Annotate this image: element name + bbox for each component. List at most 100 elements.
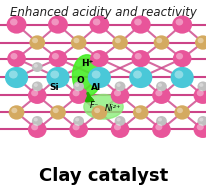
- Ellipse shape: [83, 94, 123, 119]
- Circle shape: [34, 64, 38, 68]
- Circle shape: [7, 50, 26, 67]
- Circle shape: [93, 53, 100, 60]
- Circle shape: [10, 19, 18, 26]
- Circle shape: [114, 116, 125, 126]
- Circle shape: [73, 116, 84, 126]
- Circle shape: [132, 105, 148, 120]
- Circle shape: [174, 70, 183, 79]
- Circle shape: [116, 83, 120, 87]
- Text: H⁺: H⁺: [80, 59, 93, 68]
- Circle shape: [176, 108, 182, 113]
- Text: O: O: [76, 76, 84, 85]
- Text: Ni²⁺: Ni²⁺: [104, 104, 121, 113]
- Circle shape: [28, 121, 46, 138]
- Circle shape: [113, 124, 120, 130]
- Circle shape: [170, 67, 193, 88]
- Circle shape: [32, 81, 42, 91]
- Circle shape: [116, 118, 120, 122]
- Circle shape: [110, 121, 129, 138]
- Circle shape: [51, 19, 59, 26]
- Circle shape: [32, 116, 42, 126]
- Circle shape: [91, 70, 100, 79]
- Circle shape: [69, 87, 88, 104]
- Circle shape: [92, 19, 100, 26]
- Circle shape: [114, 81, 125, 91]
- Circle shape: [172, 50, 191, 67]
- Circle shape: [34, 118, 38, 122]
- Circle shape: [132, 70, 141, 79]
- Circle shape: [48, 50, 67, 67]
- Circle shape: [50, 105, 66, 120]
- Circle shape: [133, 19, 141, 26]
- Circle shape: [153, 35, 169, 50]
- Circle shape: [196, 90, 203, 96]
- Circle shape: [194, 35, 206, 50]
- Text: Si: Si: [49, 83, 58, 92]
- Circle shape: [175, 19, 182, 26]
- Circle shape: [7, 15, 26, 34]
- Circle shape: [151, 121, 170, 138]
- Circle shape: [157, 83, 161, 87]
- Circle shape: [198, 83, 202, 87]
- Circle shape: [155, 81, 166, 91]
- Circle shape: [69, 121, 88, 138]
- Circle shape: [193, 121, 206, 138]
- Circle shape: [114, 38, 120, 43]
- Circle shape: [52, 53, 59, 60]
- Circle shape: [173, 105, 189, 120]
- Circle shape: [113, 90, 120, 96]
- Text: F⁻: F⁻: [89, 101, 98, 110]
- Circle shape: [32, 62, 42, 72]
- Circle shape: [53, 108, 59, 113]
- Circle shape: [48, 15, 68, 34]
- Circle shape: [197, 81, 206, 91]
- Circle shape: [73, 38, 79, 43]
- Circle shape: [155, 116, 166, 126]
- Ellipse shape: [72, 55, 101, 96]
- Circle shape: [46, 67, 69, 88]
- Circle shape: [31, 124, 38, 130]
- Circle shape: [34, 83, 38, 87]
- Circle shape: [73, 81, 84, 91]
- Circle shape: [171, 15, 191, 34]
- Circle shape: [11, 108, 17, 113]
- Circle shape: [75, 83, 79, 87]
- Text: Al: Al: [91, 83, 101, 92]
- Circle shape: [154, 124, 162, 130]
- Circle shape: [156, 38, 162, 43]
- Circle shape: [70, 35, 86, 50]
- Circle shape: [28, 87, 46, 104]
- Circle shape: [29, 35, 45, 50]
- Circle shape: [131, 50, 149, 67]
- Circle shape: [135, 108, 141, 113]
- Circle shape: [112, 35, 127, 50]
- Circle shape: [32, 38, 38, 43]
- Circle shape: [110, 87, 129, 104]
- Circle shape: [75, 118, 79, 122]
- Circle shape: [129, 67, 152, 88]
- Circle shape: [198, 118, 202, 122]
- Circle shape: [87, 67, 110, 88]
- Circle shape: [154, 90, 162, 96]
- Circle shape: [72, 90, 79, 96]
- Circle shape: [193, 87, 206, 104]
- Circle shape: [151, 87, 170, 104]
- Circle shape: [196, 124, 203, 130]
- Circle shape: [175, 53, 182, 60]
- Circle shape: [5, 67, 28, 88]
- Circle shape: [197, 116, 206, 126]
- Circle shape: [9, 70, 18, 79]
- Circle shape: [10, 53, 17, 60]
- Circle shape: [130, 15, 150, 34]
- Circle shape: [31, 90, 38, 96]
- Text: Clay catalyst: Clay catalyst: [39, 167, 167, 185]
- Text: Enhanced acidity and reactivity: Enhanced acidity and reactivity: [10, 6, 196, 19]
- Circle shape: [91, 105, 107, 120]
- Circle shape: [90, 50, 108, 67]
- Circle shape: [72, 124, 79, 130]
- Circle shape: [197, 38, 203, 43]
- Circle shape: [94, 108, 100, 113]
- Circle shape: [50, 70, 59, 79]
- Circle shape: [89, 15, 109, 34]
- Circle shape: [134, 53, 141, 60]
